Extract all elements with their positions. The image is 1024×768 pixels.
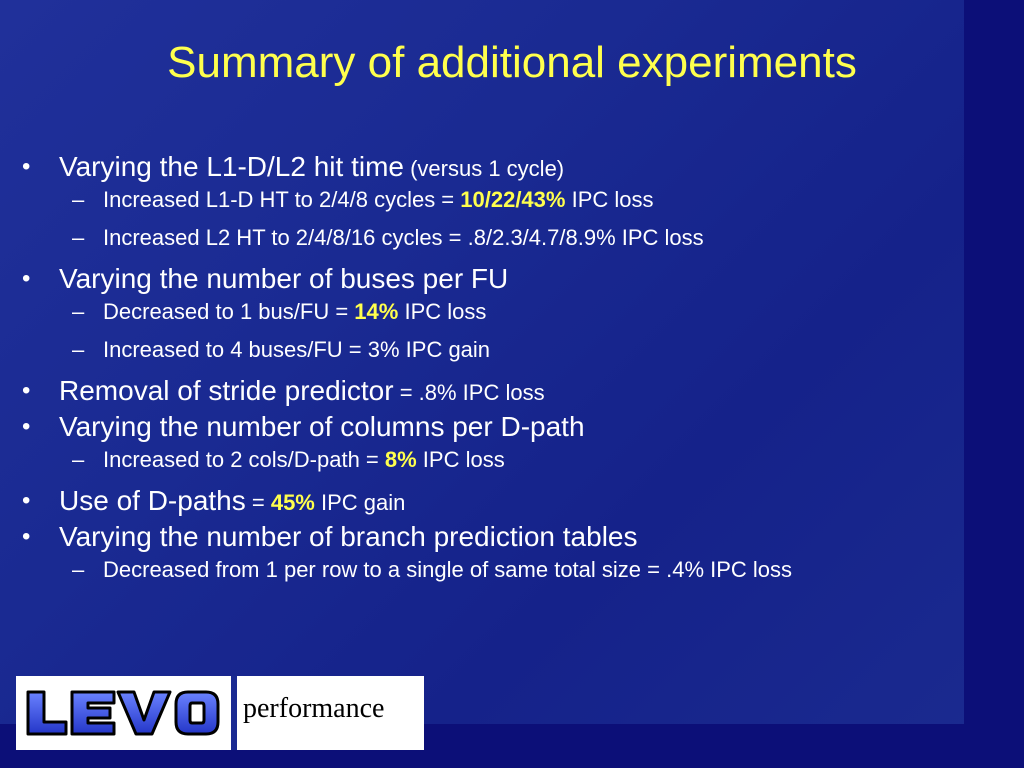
levo-logo bbox=[26, 690, 220, 736]
sub-text: Decreased from 1 per row to a single of … bbox=[103, 557, 793, 582]
highlight-value: 10/22/43% bbox=[460, 187, 566, 212]
bullet-text: Varying the number of buses per FU bbox=[59, 263, 509, 294]
sub-bullet-4-buses: – Increased to 4 buses/FU = 3% IPC gain bbox=[22, 336, 1012, 374]
bullet-columns: • Varying the number of columns per D-pa… bbox=[22, 410, 1012, 446]
sub-text: Increased to 4 buses/FU = 3% IPC gain bbox=[103, 337, 491, 362]
sub-bullet-branch: – Decreased from 1 per row to a single o… bbox=[22, 556, 1012, 594]
bullet-text: Use of D-paths bbox=[59, 485, 246, 516]
sub-bullet-l2: – Increased L2 HT to 2/4/8/16 cycles = .… bbox=[22, 224, 1012, 262]
bullet-branch-tables: • Varying the number of branch predictio… bbox=[22, 520, 1012, 556]
sub-text-post: IPC loss bbox=[416, 447, 505, 472]
logo-divider bbox=[231, 676, 237, 750]
bullet-hit-time: • Varying the L1-D/L2 hit time (versus 1… bbox=[22, 150, 1012, 186]
sub-bullet-1-bus: – Decreased to 1 bus/FU = 14% IPC loss bbox=[22, 298, 1012, 336]
sub-text: Increased L2 HT to 2/4/8/16 cycles = .8/… bbox=[103, 225, 704, 250]
bullet-text: Varying the number of columns per D-path bbox=[59, 411, 585, 442]
bullet-marker: • bbox=[22, 265, 31, 292]
highlight-value: 45% bbox=[270, 490, 315, 515]
sub-text: Increased to 2 cols/D-path = bbox=[103, 447, 385, 472]
bullet-marker: • bbox=[22, 487, 31, 514]
dash-marker: – bbox=[72, 187, 85, 212]
bullet-marker: • bbox=[22, 413, 31, 440]
highlight-value: 8% bbox=[384, 447, 417, 472]
bullet-d-paths: • Use of D-paths = 45% IPC gain bbox=[22, 484, 1012, 520]
sub-text: Decreased to 1 bus/FU = bbox=[103, 299, 355, 324]
bullet-suffix: (versus 1 cycle) bbox=[403, 156, 565, 181]
performance-caption: performance bbox=[243, 693, 385, 724]
bullet-buses: • Varying the number of buses per FU bbox=[22, 262, 1012, 298]
bullet-text: Varying the number of branch prediction … bbox=[59, 521, 638, 552]
bullet-eq: = bbox=[245, 490, 271, 515]
sub-text: Increased L1-D HT to 2/4/8 cycles = bbox=[103, 187, 461, 212]
sub-text-post: IPC loss bbox=[398, 299, 487, 324]
dash-marker: – bbox=[72, 557, 85, 582]
bullet-marker: • bbox=[22, 153, 31, 180]
highlight-value: 14% bbox=[354, 299, 399, 324]
bullet-suffix: IPC gain bbox=[314, 490, 406, 515]
bullet-marker: • bbox=[22, 377, 31, 404]
right-border-band bbox=[964, 0, 1024, 768]
dash-marker: – bbox=[72, 447, 85, 472]
sub-bullet-cols: – Increased to 2 cols/D-path = 8% IPC lo… bbox=[22, 446, 1012, 484]
sub-text-post: IPC loss bbox=[565, 187, 654, 212]
dash-marker: – bbox=[72, 337, 85, 362]
bullet-text: Removal of stride predictor bbox=[59, 375, 394, 406]
bullet-text: Varying the L1-D/L2 hit time bbox=[59, 151, 404, 182]
bullet-suffix: = .8% IPC loss bbox=[393, 380, 545, 405]
slide-title: Summary of additional experiments bbox=[167, 38, 857, 87]
bullet-marker: • bbox=[22, 523, 31, 550]
bullet-list: • Varying the L1-D/L2 hit time (versus 1… bbox=[22, 150, 1012, 594]
bullet-stride-predictor: • Removal of stride predictor = .8% IPC … bbox=[22, 374, 1012, 410]
sub-bullet-l1d: – Increased L1-D HT to 2/4/8 cycles = 10… bbox=[22, 186, 1012, 224]
dash-marker: – bbox=[72, 225, 85, 250]
dash-marker: – bbox=[72, 299, 85, 324]
